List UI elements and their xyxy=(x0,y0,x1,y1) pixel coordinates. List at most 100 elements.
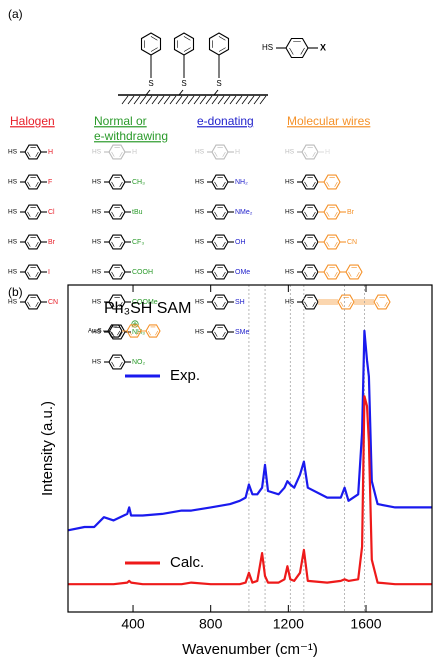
benzene-ring xyxy=(108,294,126,310)
ring-inner xyxy=(326,237,338,247)
substituent: H xyxy=(325,149,330,156)
ring-inner xyxy=(304,237,316,247)
hs-label: HS xyxy=(195,179,205,186)
sulfur-atom: S xyxy=(181,79,186,88)
panel-label: (a) xyxy=(8,7,23,21)
benzene-ring xyxy=(126,324,142,338)
substituent: CH₃ xyxy=(132,179,145,186)
benzene-ring xyxy=(373,294,391,310)
ring-inner xyxy=(128,326,140,336)
benzene-ring xyxy=(108,204,126,220)
hs-label: HS xyxy=(92,209,102,216)
hs-label: HS xyxy=(92,299,102,306)
surface-hatch xyxy=(229,95,237,105)
surface-hatch xyxy=(145,95,153,105)
ring-inner xyxy=(111,207,123,217)
ring-inner xyxy=(212,36,226,52)
ring-inner xyxy=(214,237,226,247)
hs-label: HS xyxy=(285,179,295,186)
hs-label: HS xyxy=(195,209,205,216)
benzene-ring xyxy=(323,204,341,220)
ring-inner xyxy=(376,296,388,308)
column-heading: Halogen xyxy=(10,114,55,128)
ring-inner xyxy=(111,266,123,278)
hs-label: HS xyxy=(8,269,18,276)
surface-hatch xyxy=(193,95,201,105)
ring-inner xyxy=(348,266,360,278)
benzene-ring xyxy=(337,294,355,310)
hs-label: HS xyxy=(195,149,205,156)
ring-inner xyxy=(111,177,123,187)
column-heading: e-withdrawing xyxy=(94,129,168,143)
surface-hatch xyxy=(133,95,141,105)
benzene-ring xyxy=(107,324,123,338)
benzene-ring xyxy=(211,174,229,190)
x-substituent: X xyxy=(320,42,326,52)
surface-hatch xyxy=(235,95,243,105)
benzene-ring xyxy=(323,234,341,250)
ring-inner xyxy=(27,266,39,278)
ring-inner xyxy=(144,36,158,52)
benzene-ring xyxy=(211,294,229,310)
panel-label: (b) xyxy=(8,285,23,299)
inset-label: Au₂S xyxy=(88,329,102,335)
hs-label: HS xyxy=(285,269,295,276)
benzene-ring xyxy=(208,32,230,56)
surface-hatch xyxy=(121,95,129,105)
hs-label: HS xyxy=(8,239,18,246)
benzene-ring xyxy=(211,264,229,280)
surface-hatch xyxy=(211,95,219,105)
benzene-ring xyxy=(24,204,42,220)
ring-inner xyxy=(177,36,191,52)
benzene-ring xyxy=(24,234,42,250)
benzene-ring xyxy=(108,354,126,370)
substituent: Br xyxy=(48,239,56,246)
substituent: CF₃ xyxy=(132,239,144,246)
ring-inner xyxy=(304,177,316,187)
hs-label: HS xyxy=(285,239,295,246)
ring-inner xyxy=(27,296,39,308)
bond xyxy=(145,89,151,96)
hs-label: HS xyxy=(195,299,205,306)
substituent: CN xyxy=(48,299,58,306)
substituent: CN xyxy=(347,239,357,246)
spectrum-line xyxy=(68,395,432,586)
ring-inner xyxy=(214,296,226,308)
benzene-ring xyxy=(108,234,126,250)
column-heading: Molecular wires xyxy=(287,114,370,128)
ring-inner xyxy=(326,266,338,278)
hs-label: HS xyxy=(285,209,295,216)
hs-label: HS xyxy=(92,239,102,246)
substituent: SMe xyxy=(235,329,250,336)
benzene-ring xyxy=(211,324,229,340)
ring-inner xyxy=(326,177,338,187)
ring-inner xyxy=(214,326,226,338)
substituent: H xyxy=(235,149,240,156)
legend-label: Calc. xyxy=(170,554,204,571)
hs-label: HS xyxy=(8,149,18,156)
benzene-ring xyxy=(140,32,162,56)
ring-inner xyxy=(304,207,316,217)
surface-hatch xyxy=(259,95,267,105)
x-tick-label: 800 xyxy=(199,616,223,632)
substituent: H xyxy=(132,149,137,156)
ring-inner xyxy=(214,177,226,187)
ring-inner xyxy=(214,147,226,157)
surface-hatch xyxy=(217,95,225,105)
benzene-ring xyxy=(301,144,319,160)
surface-hatch xyxy=(157,95,165,105)
surface-hatch xyxy=(181,95,189,105)
benzene-ring xyxy=(345,264,363,280)
ring-inner xyxy=(27,237,39,247)
benzene-ring xyxy=(108,144,126,160)
ring-inner xyxy=(214,207,226,217)
substituent: tBu xyxy=(132,209,143,216)
benzene-ring xyxy=(211,234,229,250)
y-axis-label: Intensity (a.u.) xyxy=(39,401,56,496)
hs-label: HS xyxy=(8,179,18,186)
surface-hatch xyxy=(253,95,261,105)
benzene-ring xyxy=(211,204,229,220)
benzene-ring xyxy=(301,204,319,220)
x-tick-label: 1200 xyxy=(273,616,304,632)
